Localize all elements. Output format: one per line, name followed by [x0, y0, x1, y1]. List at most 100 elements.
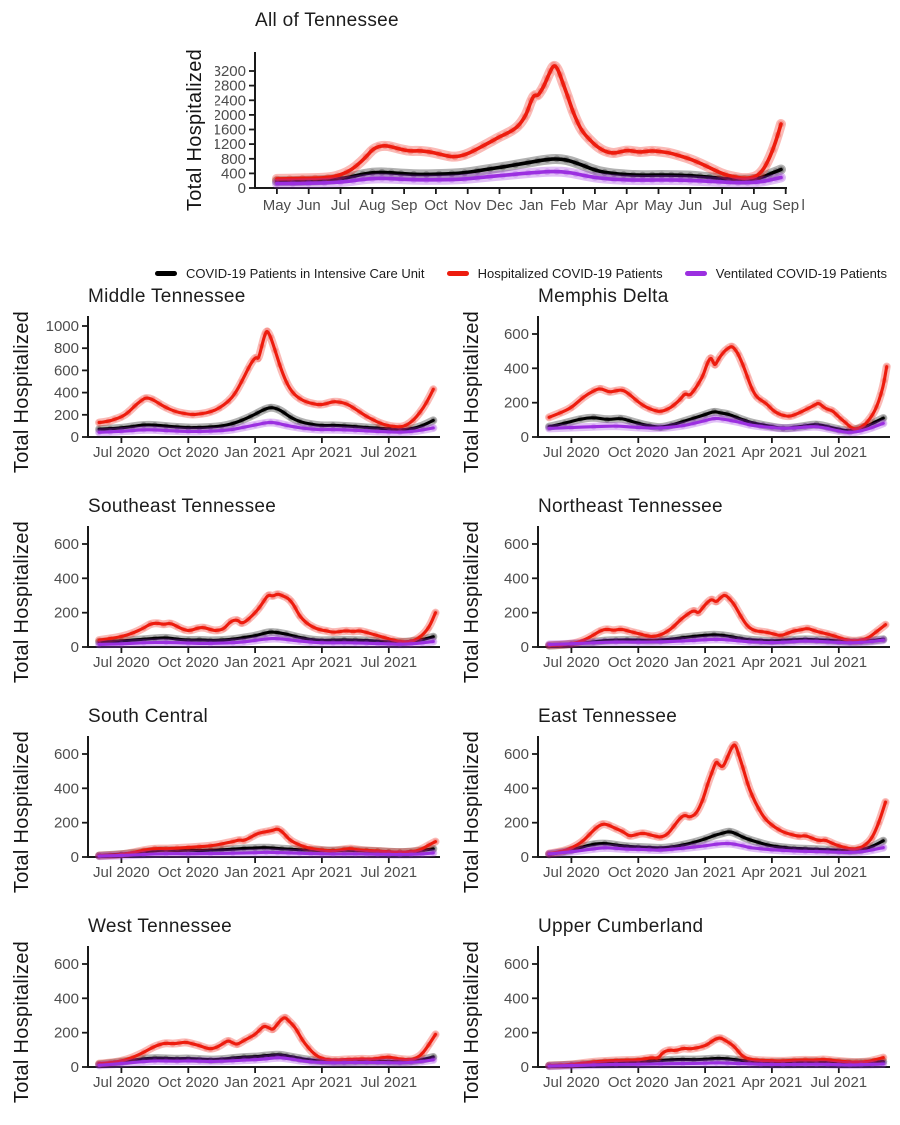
svg-text:May: May — [644, 197, 673, 214]
svg-text:600: 600 — [504, 746, 529, 763]
svg-text:600: 600 — [54, 956, 79, 973]
svg-text:1600: 1600 — [215, 122, 246, 139]
middle-tennessee-plot: 0 200 400 600 800 1000 Jul 2020 Oct 2020 Jan 202… — [46, 316, 440, 461]
svg-text:400: 400 — [221, 165, 246, 182]
svg-text:Jul 2020: Jul 2020 — [93, 864, 150, 881]
legend-item-ventilated: Ventilated COVID-19 Patients — [684, 266, 887, 281]
svg-text:Jul 2020: Jul 2020 — [543, 654, 600, 671]
y-axis-label: Total Hospitalized — [11, 520, 33, 684]
svg-text:Jan 2021: Jan 2021 — [674, 654, 736, 671]
svg-text:Jan 2021: Jan 2021 — [674, 864, 736, 881]
svg-text:Jan 2021: Jan 2021 — [674, 444, 736, 461]
svg-text:800: 800 — [221, 151, 246, 168]
svg-text:200: 200 — [504, 605, 529, 622]
svg-text:Oct 2020: Oct 2020 — [158, 1074, 219, 1091]
icu-line-swatch — [155, 271, 177, 276]
chart-west-tennessee: Total Hospitalized West Tennessee 0 200 40… — [0, 912, 450, 1122]
legend-label: Ventilated COVID-19 Patients — [715, 266, 887, 281]
svg-text:600: 600 — [504, 326, 529, 343]
svg-text:800: 800 — [54, 340, 79, 357]
svg-text:Oct 2020: Oct 2020 — [158, 444, 219, 461]
svg-text:400: 400 — [504, 360, 529, 377]
west-tennessee-plot: 0 200 400 600 Jul 2020 Oct 2020 Jan 2021 Apr 20… — [54, 946, 440, 1091]
y-axis-label: Total Hospitalized — [11, 940, 33, 1104]
svg-text:Jul 2021: Jul 2021 — [810, 654, 867, 671]
svg-text:400: 400 — [504, 990, 529, 1007]
svg-text:Jul 2021: Jul 2021 — [360, 654, 417, 671]
chart-title: All of Tennessee — [255, 10, 399, 31]
svg-text:2400: 2400 — [215, 92, 246, 109]
svg-text:Jul 2021: Jul 2021 — [360, 864, 417, 881]
y-axis-label: Total Hospitalized — [461, 940, 483, 1104]
svg-text:1200: 1200 — [215, 136, 246, 153]
svg-text:Apr 2021: Apr 2021 — [741, 864, 802, 881]
svg-text:Jul 2021: Jul 2021 — [810, 444, 867, 461]
svg-text:Jul: Jul — [331, 197, 350, 214]
hospitalized-line-swatch — [446, 271, 469, 276]
svg-text:Jul 2020: Jul 2020 — [543, 444, 600, 461]
chart-title: Northeast Tennessee — [538, 496, 723, 517]
svg-text:0: 0 — [521, 849, 529, 866]
south-central-plot: 0 200 400 600 Jul 2020 Oct 2020 Jan 2021 Apr 20… — [54, 736, 440, 881]
svg-text:Feb: Feb — [550, 197, 576, 214]
svg-text:400: 400 — [54, 990, 79, 1007]
chart-title: West Tennessee — [88, 916, 232, 937]
svg-text:Nov: Nov — [454, 197, 481, 214]
svg-text:Jul 2020: Jul 2020 — [93, 654, 150, 671]
memphis-delta-plot: 0 200 400 600 Jul 2020 Oct 2020 Jan 2021 Apr 20… — [504, 316, 891, 461]
chart-title: Upper Cumberland — [538, 916, 704, 937]
y-axis-label: Total Hospitalized — [184, 48, 206, 212]
svg-text:Jan 2021: Jan 2021 — [674, 1074, 736, 1091]
svg-text:Aug: Aug — [741, 197, 768, 214]
svg-text:Jan 2021: Jan 2021 — [224, 1074, 286, 1091]
svg-text:400: 400 — [54, 570, 79, 587]
chart-upper-cumberland: Total Hospitalized Upper Cumberland 0 200… — [450, 912, 900, 1122]
svg-text:Oct 2020: Oct 2020 — [608, 864, 669, 881]
svg-text:Mar: Mar — [582, 197, 608, 214]
chart-title: East Tennessee — [538, 706, 678, 727]
svg-text:200: 200 — [504, 1025, 529, 1042]
chart-northeast-tennessee: Total Hospitalized Northeast Tennessee 0… — [450, 492, 900, 702]
svg-text:200: 200 — [504, 815, 529, 832]
regional-charts-grid: Total Hospitalized Middle Tennessee 0 200… — [0, 282, 900, 1122]
svg-text:200: 200 — [54, 605, 79, 622]
svg-text:3200: 3200 — [215, 63, 246, 80]
svg-text:Apr 2021: Apr 2021 — [291, 444, 352, 461]
chart-legend: COVID-19 Patients in Intensive Care Unit… — [155, 266, 887, 281]
svg-text:Jul: Jul — [713, 197, 732, 214]
svg-text:Sep: Sep — [772, 197, 799, 214]
svg-text:Apr: Apr — [615, 197, 638, 214]
svg-text:200: 200 — [54, 1025, 79, 1042]
svg-text:600: 600 — [54, 536, 79, 553]
svg-text:Jul 2021: Jul 2021 — [810, 864, 867, 881]
northeast-tennessee-plot: 0 200 400 600 Jul 2020 Oct 2020 Jan 2021 Apr 20… — [504, 526, 890, 671]
svg-text:Jan: Jan — [519, 197, 543, 214]
chart-title: Memphis Delta — [538, 286, 669, 307]
svg-text:200: 200 — [54, 815, 79, 832]
svg-text:Apr 2021: Apr 2021 — [741, 444, 802, 461]
svg-text:Jul 2021: Jul 2021 — [360, 1074, 417, 1091]
svg-text:2000: 2000 — [215, 107, 246, 124]
chart-title: Middle Tennessee — [88, 286, 246, 307]
svg-text:0: 0 — [71, 429, 79, 446]
svg-text:600: 600 — [54, 362, 79, 379]
svg-text:Oct 2020: Oct 2020 — [608, 444, 669, 461]
svg-text:600: 600 — [504, 536, 529, 553]
svg-text:Jan 2021: Jan 2021 — [224, 444, 286, 461]
svg-text:Apr 2021: Apr 2021 — [291, 654, 352, 671]
southeast-tennessee-plot: 0 200 400 600 Jul 2020 Oct 2020 Jan 2021 Apr 20… — [54, 526, 440, 671]
svg-text:Jul 2020: Jul 2020 — [93, 444, 150, 461]
legend-item-hospitalized: Hospitalized COVID-19 Patients — [446, 266, 663, 281]
svg-text:Oct 2020: Oct 2020 — [158, 864, 219, 881]
y-axis-label: Total Hospitalized — [461, 730, 483, 894]
svg-text:Oct 2020: Oct 2020 — [608, 1074, 669, 1091]
chart-middle-tennessee: Total Hospitalized Middle Tennessee 0 200… — [0, 282, 450, 492]
svg-text:Jun: Jun — [678, 197, 702, 214]
svg-text:0: 0 — [521, 429, 529, 446]
svg-text:l: l — [802, 197, 805, 214]
svg-text:Jun: Jun — [297, 197, 321, 214]
y-axis-label: Total Hospitalized — [461, 520, 483, 684]
east-tennessee-plot: 0 200 400 600 Jul 2020 Oct 2020 Jan 2021 Apr 20… — [504, 736, 890, 881]
